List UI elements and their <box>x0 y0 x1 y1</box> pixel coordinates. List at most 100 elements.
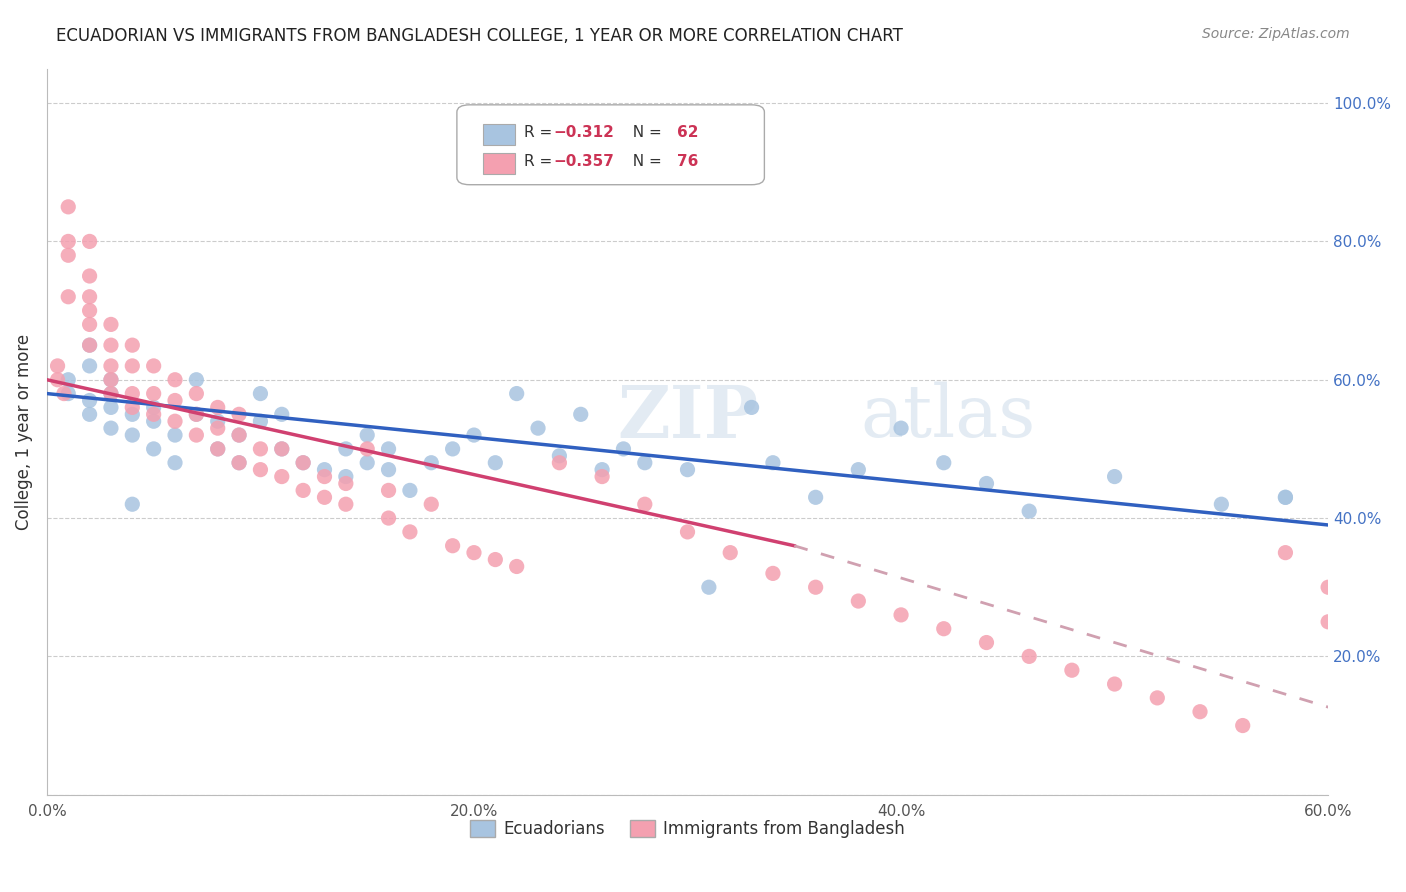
Point <box>932 456 955 470</box>
Point <box>1317 580 1340 594</box>
Point <box>441 539 464 553</box>
Point <box>228 456 250 470</box>
Point <box>249 442 271 456</box>
FancyBboxPatch shape <box>457 105 765 185</box>
Text: 62: 62 <box>678 125 699 140</box>
Point <box>377 442 399 456</box>
Point <box>505 386 527 401</box>
Point <box>976 635 998 649</box>
Point <box>335 497 357 511</box>
Point <box>292 483 315 498</box>
Point <box>58 235 80 249</box>
Point <box>1274 491 1296 505</box>
Point <box>270 407 292 421</box>
Point <box>100 373 122 387</box>
Point <box>270 469 292 483</box>
Point <box>79 338 101 352</box>
Point <box>270 442 292 456</box>
Point <box>100 421 122 435</box>
Point <box>46 359 69 373</box>
Point <box>121 386 143 401</box>
Point <box>79 290 101 304</box>
Point <box>634 497 657 511</box>
Point <box>79 407 101 421</box>
Point <box>356 442 378 456</box>
Point <box>186 407 208 421</box>
Point <box>1274 491 1296 505</box>
Point <box>377 511 399 525</box>
Text: ZIP: ZIP <box>617 382 758 452</box>
Point <box>676 524 699 539</box>
Point <box>186 407 208 421</box>
Point <box>399 524 422 539</box>
FancyBboxPatch shape <box>482 125 515 145</box>
Point <box>186 373 208 387</box>
Point <box>976 476 998 491</box>
Point <box>207 401 229 415</box>
Point <box>1274 546 1296 560</box>
Point <box>100 386 122 401</box>
Point <box>58 200 80 214</box>
Point <box>314 463 336 477</box>
Point <box>100 401 122 415</box>
Point <box>207 442 229 456</box>
Point <box>718 546 741 560</box>
Point <box>163 414 186 428</box>
Point <box>163 456 186 470</box>
Point <box>762 456 785 470</box>
Point <box>121 407 143 421</box>
Y-axis label: College, 1 year or more: College, 1 year or more <box>15 334 32 530</box>
Point <box>676 463 699 477</box>
Point <box>46 373 69 387</box>
Point <box>741 401 763 415</box>
Point <box>505 559 527 574</box>
Text: N =: N = <box>623 154 666 169</box>
Point <box>484 552 506 566</box>
Point <box>186 428 208 442</box>
Point <box>58 386 80 401</box>
Point <box>228 456 250 470</box>
Point <box>142 414 165 428</box>
Point <box>335 469 357 483</box>
Point <box>100 373 122 387</box>
Point <box>463 546 485 560</box>
Text: −0.357: −0.357 <box>553 154 614 169</box>
Point <box>186 386 208 401</box>
Point <box>58 290 80 304</box>
Text: R =: R = <box>523 125 557 140</box>
Point <box>314 491 336 505</box>
Point <box>100 386 122 401</box>
Point <box>1188 705 1211 719</box>
Point <box>100 338 122 352</box>
Point <box>142 401 165 415</box>
Point <box>228 428 250 442</box>
Point <box>79 318 101 332</box>
Point <box>142 359 165 373</box>
Point <box>121 428 143 442</box>
Text: ECUADORIAN VS IMMIGRANTS FROM BANGLADESH COLLEGE, 1 YEAR OR MORE CORRELATION CHA: ECUADORIAN VS IMMIGRANTS FROM BANGLADESH… <box>56 27 903 45</box>
Text: Source: ZipAtlas.com: Source: ZipAtlas.com <box>1202 27 1350 41</box>
Point <box>356 456 378 470</box>
Point <box>634 456 657 470</box>
Point <box>100 318 122 332</box>
Point <box>142 442 165 456</box>
Point <box>1317 615 1340 629</box>
Point <box>463 428 485 442</box>
Point <box>612 442 634 456</box>
Point <box>591 463 613 477</box>
Text: N =: N = <box>623 125 666 140</box>
Point <box>335 476 357 491</box>
Point <box>121 401 143 415</box>
Point <box>121 359 143 373</box>
Point <box>207 421 229 435</box>
Point <box>399 483 422 498</box>
Point <box>79 268 101 283</box>
Point <box>163 393 186 408</box>
Point <box>79 235 101 249</box>
Point <box>420 456 443 470</box>
Point <box>846 463 869 477</box>
Point <box>356 428 378 442</box>
Point <box>79 393 101 408</box>
Point <box>846 594 869 608</box>
Point <box>420 497 443 511</box>
